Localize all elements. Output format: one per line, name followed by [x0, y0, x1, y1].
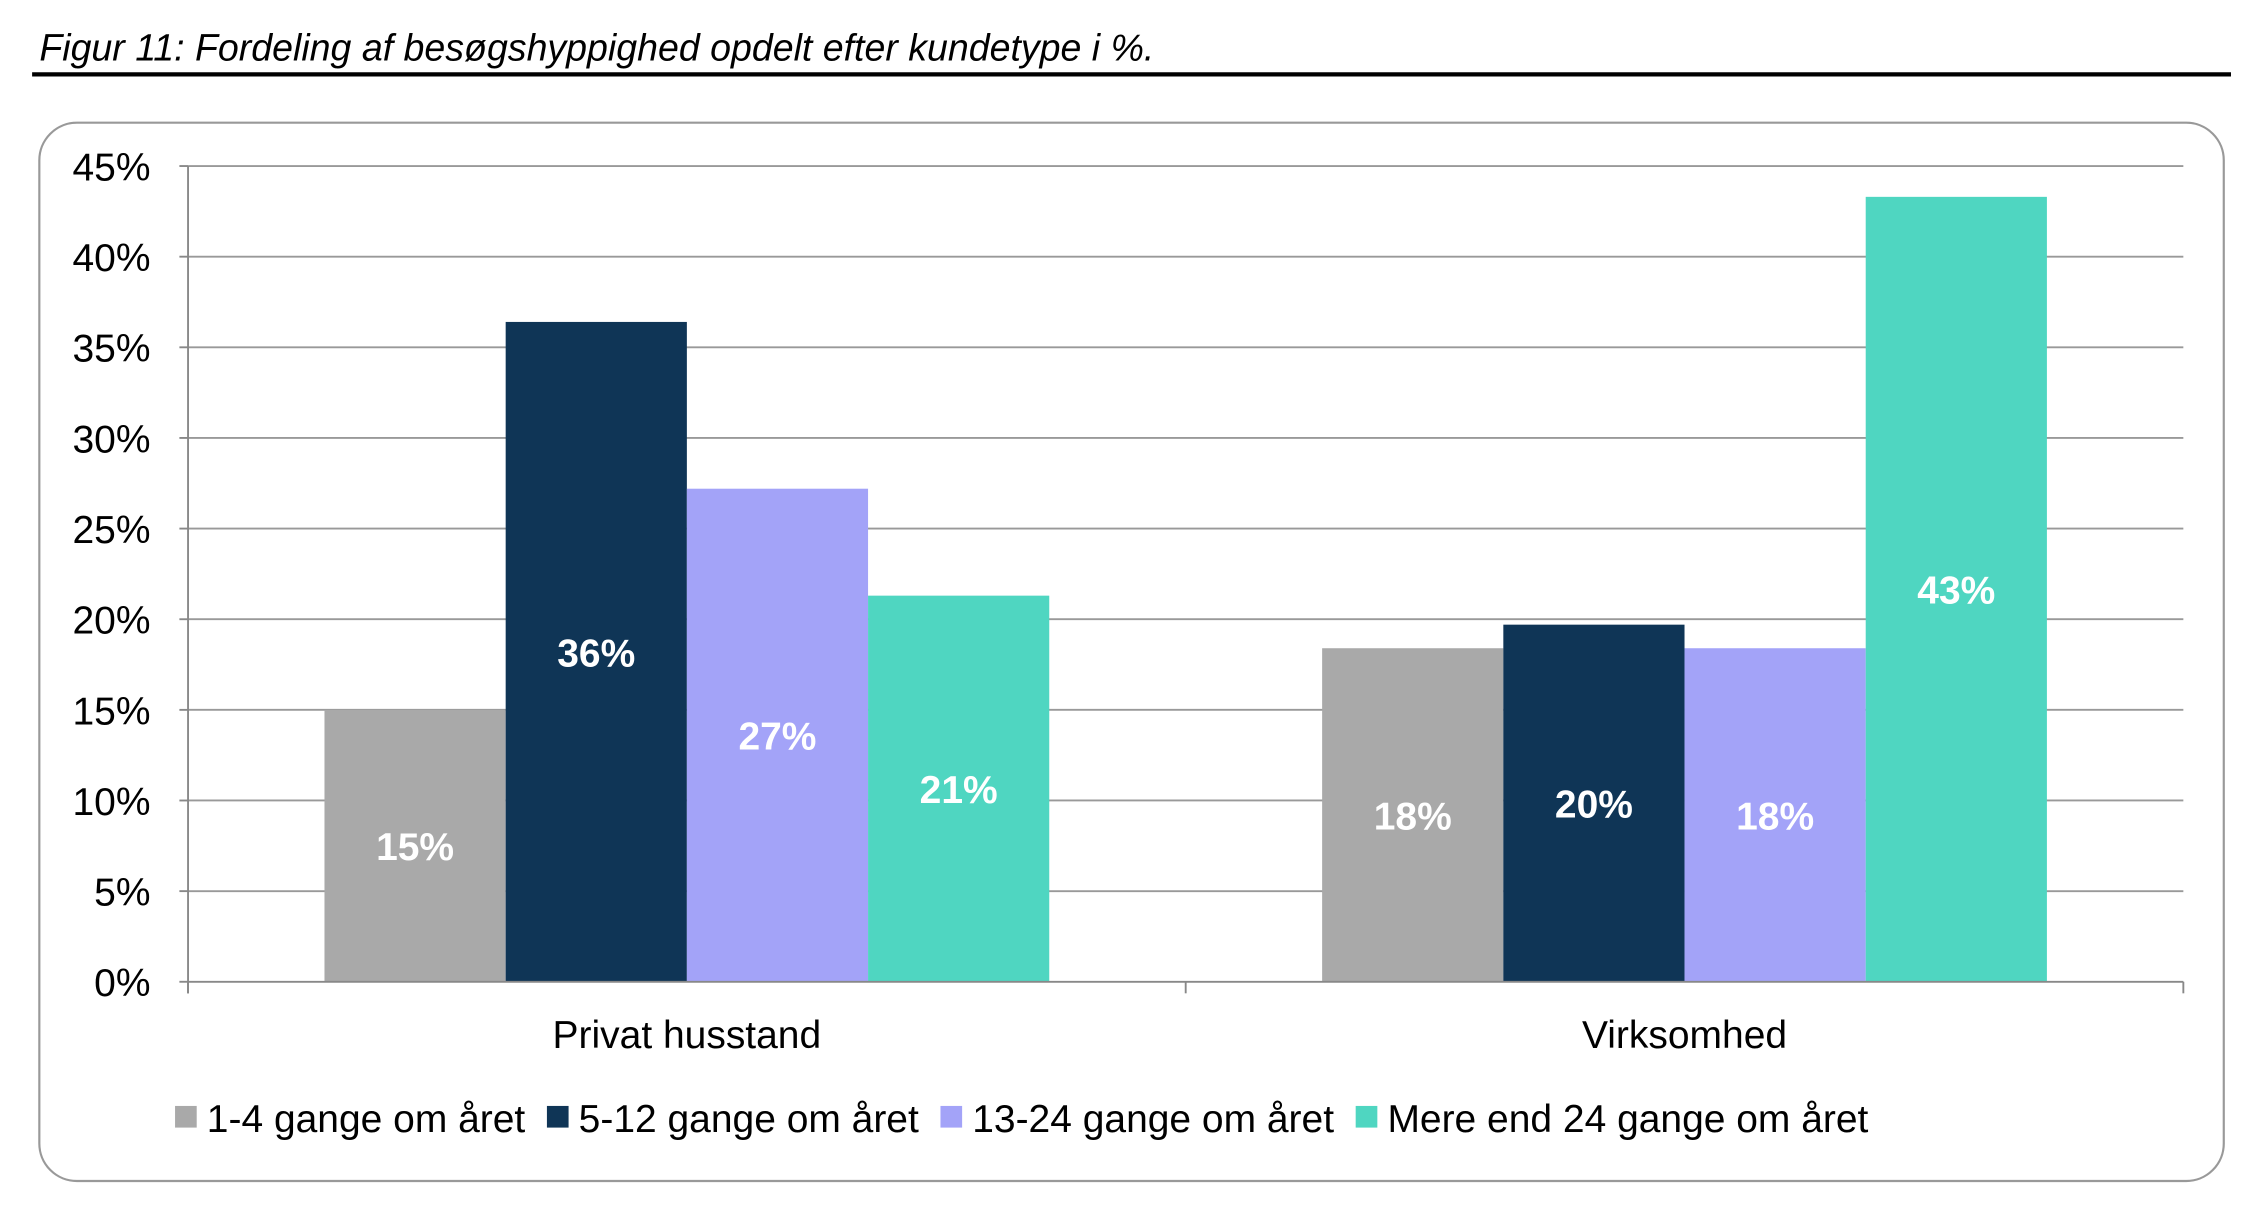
legend-label: 5-12 gange om året	[579, 1098, 919, 1141]
data-label: 21%	[920, 769, 998, 812]
legend-label: 13-24 gange om året	[972, 1098, 1334, 1141]
data-label: 43%	[1917, 570, 1995, 613]
data-label: 36%	[557, 632, 635, 675]
bar	[1503, 624, 1685, 982]
bar	[1684, 648, 1866, 982]
y-tick-label: 5%	[94, 872, 150, 915]
bar	[505, 321, 687, 982]
y-tick-label: 40%	[73, 237, 151, 280]
data-label: 20%	[1555, 784, 1633, 827]
legend-swatch	[1355, 1105, 1378, 1128]
y-tick-label: 10%	[73, 781, 151, 824]
data-label: 18%	[1736, 795, 1814, 838]
y-tick-label: 45%	[73, 146, 151, 189]
legend-swatch	[546, 1105, 569, 1128]
y-tick-label: 0%	[94, 962, 150, 1005]
data-label: 15%	[376, 826, 454, 869]
legend-label: Mere end 24 gange om året	[1387, 1098, 1868, 1141]
figure-caption: Figur 11: Fordeling af besøgshyppighed o…	[39, 27, 1154, 69]
y-tick-label: 25%	[73, 509, 151, 552]
bar	[1322, 648, 1504, 982]
x-category-label: Privat husstand	[553, 1014, 822, 1057]
y-tick-label: 15%	[73, 690, 151, 733]
data-label: 27%	[738, 716, 816, 759]
bar	[324, 709, 506, 982]
bar	[1865, 196, 2047, 982]
x-category-label: Virksomhed	[1582, 1014, 1787, 1057]
y-tick-label: 35%	[73, 328, 151, 371]
y-tick-label: 20%	[73, 600, 151, 643]
y-tick-label: 30%	[73, 418, 151, 461]
data-label: 18%	[1374, 795, 1452, 838]
legend-swatch	[940, 1105, 963, 1128]
bar	[686, 488, 869, 982]
legend-label: 1-4 gange om året	[207, 1098, 526, 1141]
legend-swatch	[175, 1105, 197, 1128]
bar	[868, 595, 1050, 982]
